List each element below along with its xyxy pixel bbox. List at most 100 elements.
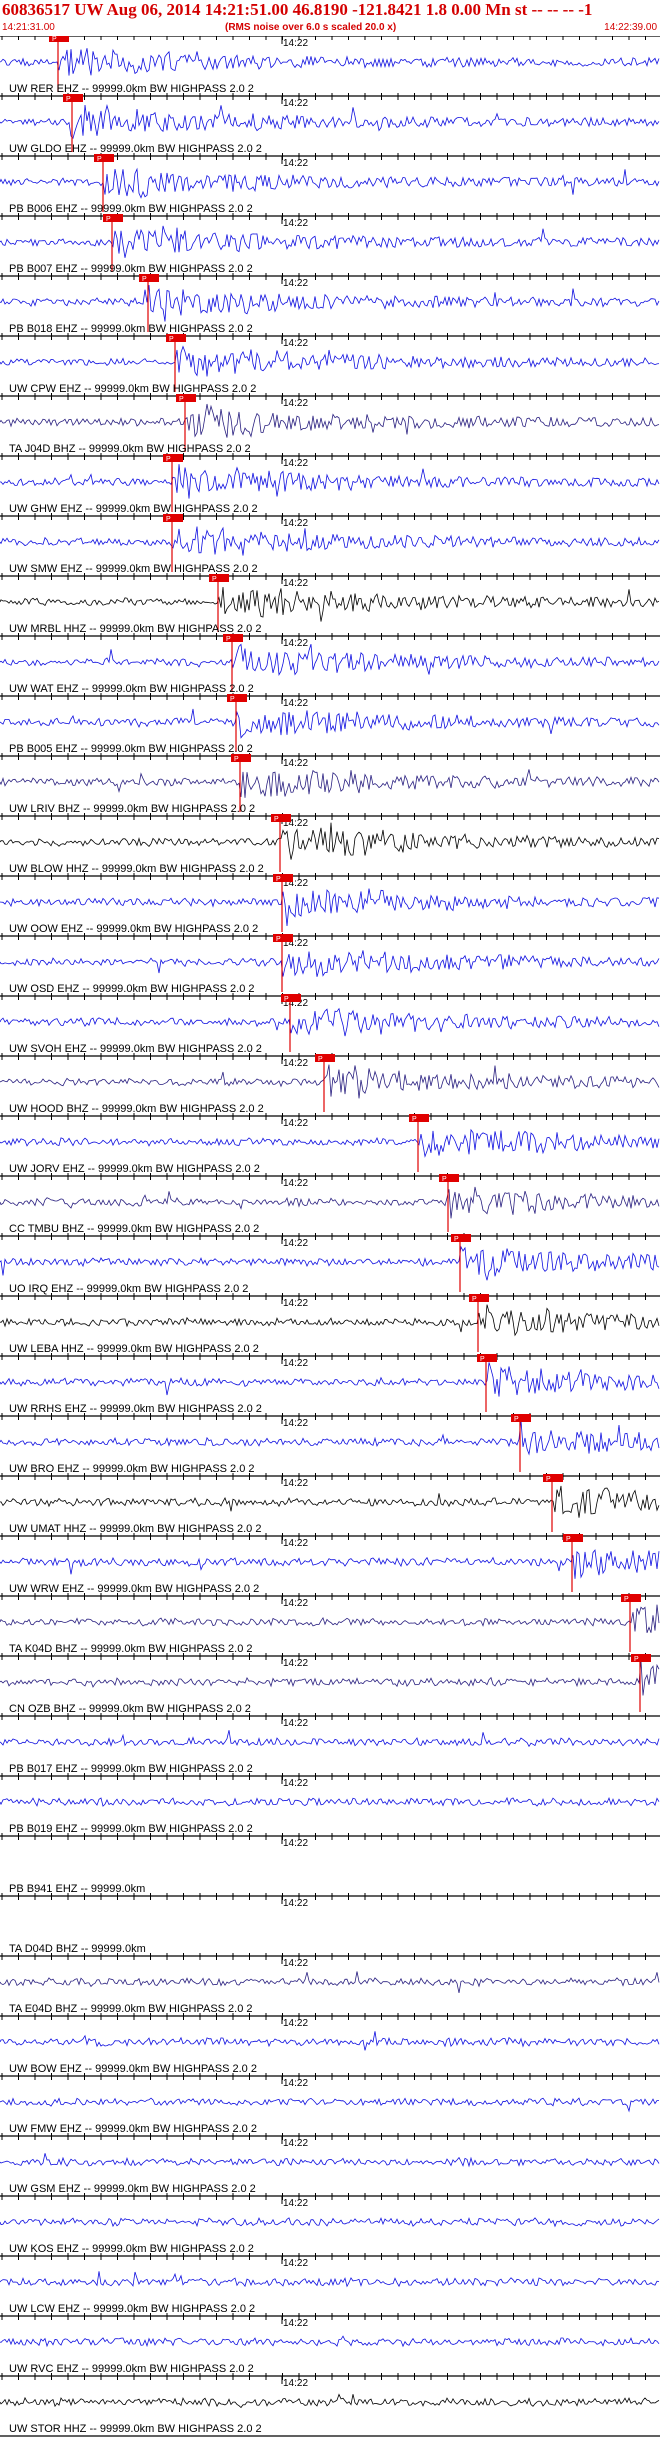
- waveform: [0, 708, 660, 739]
- minute-label: 14:22: [283, 218, 308, 229]
- minute-label: 14:22: [283, 1298, 308, 1309]
- waveform: [0, 1007, 660, 1037]
- pick-label: P: [169, 336, 174, 343]
- waveform: [0, 769, 660, 798]
- waveform: [0, 2393, 660, 2409]
- trace-row: 14:22 P UW GLDO EHZ -- 99999.0km BW HIGHPA…: [0, 93, 660, 155]
- waveform: [0, 2335, 660, 2348]
- trace-row: 14:22 P PB B007 EHZ -- 99999.0km BW HIGHPA…: [0, 213, 660, 275]
- pick-label: P: [566, 1536, 571, 1543]
- station-label: PB B005 EHZ -- 99999.0km BW HIGHPASS 2.0…: [9, 743, 253, 755]
- station-label: PB B007 EHZ -- 99999.0km BW HIGHPASS 2.0…: [9, 263, 253, 275]
- trace-row: 14:22 TA E04D BHZ -- 99999.0km BW HIGHPAS…: [0, 1953, 660, 2015]
- trace-row: 14:22 P TA J04D BHZ -- 99999.0km BW HIGHPA…: [0, 393, 660, 455]
- station-label: UW RER EHZ -- 99999.0km BW HIGHPASS 2.0 …: [9, 83, 254, 95]
- minute-label: 14:22: [283, 278, 308, 289]
- minute-label: 14:22: [283, 818, 308, 829]
- pick-label: P: [480, 1356, 485, 1363]
- trace-row: 14:22P UW OSD EHZ -- 99999.0km BW HIGHPAS…: [0, 933, 660, 995]
- station-label: PB B006 EHZ -- 99999.0km BW HIGHPASS 2.0…: [9, 203, 253, 215]
- waveform: [0, 1362, 660, 1397]
- pick-box: [223, 634, 243, 642]
- trace-row: 14:22 P UW SMW EHZ -- 99999.0km BW HIGHPAS…: [0, 513, 660, 575]
- pick-label: P: [472, 1296, 477, 1303]
- minute-label: 14:22: [283, 1058, 308, 1069]
- minute-label: 14:22: [283, 1958, 308, 1969]
- minute-label: 14:22: [283, 998, 308, 1009]
- minute-label: 14:22: [283, 1358, 308, 1369]
- station-label: UW GHW EHZ -- 99999.0km BW HIGHPASS 2.0 …: [9, 503, 258, 515]
- minute-label: 14:22: [283, 338, 308, 349]
- trace-row: 14:22 P UW LRIV BHZ -- 99999.0km BW HIGHPA…: [0, 753, 660, 815]
- station-label: UW MRBL HHZ -- 99999.0km BW HIGHPASS 2.0…: [9, 623, 261, 635]
- minute-label: 14:22: [283, 758, 308, 769]
- pick-box: [409, 1114, 429, 1122]
- pick-box: [49, 36, 69, 42]
- pick-label: P: [234, 756, 239, 763]
- trace-row: 14:22 P UW RRHS EHZ -- 99999.0km BW HIGHPA…: [0, 1353, 660, 1415]
- trace-row: 14:22 UW STOR HHZ -- 99999.0km BW HIGHPAS…: [0, 2373, 660, 2435]
- station-label: UW BLOW HHZ -- 99999.0km BW HIGHPASS 2.0…: [9, 863, 264, 875]
- minute-label: 14:22: [283, 38, 308, 49]
- pick-label: P: [179, 396, 184, 403]
- waveform: [0, 822, 660, 860]
- pick-box: [94, 154, 114, 162]
- plot-header: 60836517 UW Aug 06, 2014 14:21:51.00 46.…: [0, 0, 660, 38]
- minute-label: 14:22: [283, 578, 308, 589]
- pick-label: P: [230, 696, 235, 703]
- waveform: [0, 1485, 660, 1518]
- end-time: 14:22:39.00: [604, 22, 657, 33]
- station-label: UW LCW EHZ -- 99999.0km BW HIGHPASS 2.0 …: [9, 2303, 255, 2315]
- minute-label: 14:22: [283, 1898, 308, 1909]
- trace-row: 14:22 P UW BRO EHZ -- 99999.0km BW HIGHPAS…: [0, 1413, 660, 1475]
- pick-label: P: [412, 1116, 417, 1123]
- pick-label: P: [226, 636, 231, 643]
- pick-label: P: [166, 516, 171, 523]
- trace-row: 14:22 P UW WRW EHZ -- 99999.0km BW HIGHPAS…: [0, 1533, 660, 1595]
- minute-label: 14:22: [283, 98, 308, 109]
- minute-label: 14:22: [283, 938, 308, 949]
- pick-label: P: [276, 936, 281, 943]
- trace-row: 14:22 UW RVC EHZ -- 99999.0km BW HIGHPASS…: [0, 2313, 660, 2375]
- pick-box: [439, 1174, 459, 1182]
- station-label: UW HOOD BHZ -- 99999.0km BW HIGHPASS 2.0…: [9, 1103, 264, 1115]
- pick-box: [209, 574, 229, 582]
- minute-label: 14:22: [283, 2078, 308, 2089]
- minute-label: 14:22: [283, 518, 308, 529]
- station-label: UW JORV EHZ -- 99999.0km BW HIGHPASS 2.0…: [9, 1163, 260, 1175]
- seismogram-panel: 14:22 P UW RER EHZ -- 99999.0km BW HIGHPAS…: [0, 36, 660, 2438]
- waveform: [0, 1604, 660, 1633]
- waveform: [0, 643, 660, 677]
- trace-row: 14:22 P UW GHW EHZ -- 99999.0km BW HIGHPAS…: [0, 453, 660, 515]
- trace-row: 14:22 PB B019 EHZ -- 99999.0km BW HIGHPAS…: [0, 1773, 660, 1835]
- trace-row: 14:22 P UW CPW EHZ -- 99999.0km BW HIGHPAS…: [0, 333, 660, 395]
- trace-row: 14:22 P CN OZB BHZ -- 99999.0km BW HIGHPAS…: [0, 1653, 660, 1715]
- station-label: TA E04D BHZ -- 99999.0km BW HIGHPASS 2.0…: [9, 2003, 253, 2015]
- minute-label: 14:22: [283, 1658, 308, 1669]
- trace-row: 14:22 P UW HOOD BHZ -- 99999.0km BW HIGHPA…: [0, 1053, 660, 1115]
- waveform: [0, 167, 660, 199]
- pick-box: [63, 94, 83, 102]
- pick-label: P: [106, 216, 111, 223]
- station-label: TA D04D BHZ -- 99999.0km: [9, 1943, 146, 1955]
- pick-label: P: [212, 576, 217, 583]
- station-label: TA J04D BHZ -- 99999.0km BW HIGHPASS 2.0…: [9, 443, 251, 455]
- station-label: UW STOR HHZ -- 99999.0km BW HIGHPASS 2.0…: [9, 2423, 262, 2435]
- waveform: [0, 1796, 660, 1807]
- minute-label: 14:22: [283, 1118, 308, 1129]
- trace-row: 14:22 P TA K04D BHZ -- 99999.0km BW HIGHPA…: [0, 1593, 660, 1655]
- waveform: [0, 888, 660, 927]
- pick-label: P: [276, 876, 281, 883]
- pick-box: [163, 514, 183, 522]
- minute-label: 14:22: [283, 398, 308, 409]
- pick-label: P: [142, 276, 147, 283]
- waveform: [0, 1730, 660, 1748]
- station-label: TA K04D BHZ -- 99999.0km BW HIGHPASS 2.0…: [9, 1643, 253, 1655]
- station-label: UW FMW EHZ -- 99999.0km BW HIGHPASS 2.0 …: [9, 2123, 257, 2135]
- station-label: UW SVOH EHZ -- 99999.0km BW HIGHPASS 2.0…: [9, 1043, 262, 1055]
- waveform: [0, 1971, 660, 1993]
- trace-row: 14:22 TA D04D BHZ -- 99999.0km: [0, 1893, 660, 1955]
- trace-row: 14:22 P UW UMAT HHZ -- 99999.0km BW HIGHPA…: [0, 1473, 660, 1535]
- minute-label: 14:22: [283, 638, 308, 649]
